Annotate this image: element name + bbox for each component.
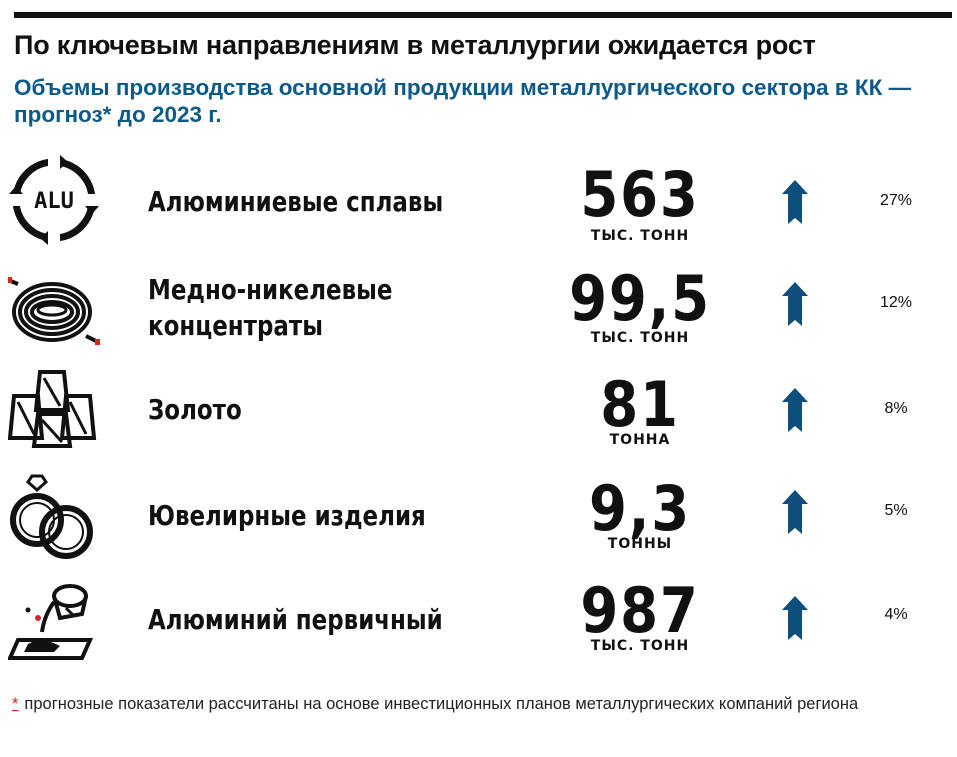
svg-text:ALU: ALU [34,189,74,214]
growth-arrow-icon [782,388,808,432]
ladle-pouring-icon [8,584,94,660]
rings-icon [10,474,93,559]
row-label: Золото [148,393,242,426]
row-value: 9,3 [589,472,691,545]
row-value: 99,5 [569,262,711,335]
row-label: Алюминиевые сплавы [148,185,444,218]
chart-subtitle: Объемы производства основной продукции м… [14,75,912,127]
growth-arrow-icon [782,282,808,326]
growth-percent: 4% [884,606,908,623]
table-row: Ювелирные изделия 9,3 ТОННЫ 5% [0,468,957,572]
row-unit: ТОННЫ [607,536,673,552]
row-unit: ТОННА [609,432,671,448]
row-value: 563 [580,158,700,231]
row-label: Ювелирные изделия [148,499,426,532]
growth-percent: 12% [879,294,913,311]
table-row: ALU Алюминиевые сплавы 563 ТЫС. ТОНН 27% [0,152,957,256]
top-rule [14,12,952,18]
row-label-line1: Медно-никелевые концентраты [148,272,394,344]
cable-coil-icon [8,277,100,345]
row-unit: ТЫС. ТОНН [590,330,690,346]
row-value: 81 [600,368,680,441]
growth-arrow-icon [782,596,808,640]
aluminum-recycling-icon: ALU [9,155,99,245]
footnote: * прогнозные показатели рассчитаны на осн… [12,693,952,716]
row-label: Медно-никелевые концентраты [148,273,393,342]
gold-bars-icon [8,370,97,448]
growth-arrow-icon [782,490,808,534]
growth-arrow-icon [782,180,808,224]
growth-percent: 27% [879,192,913,209]
growth-percent: 8% [884,400,908,417]
row-label: Алюминий первичный [148,603,443,636]
row-unit: ТЫС. ТОНН [590,638,690,654]
table-row: Алюминий первичный 987 ТЫС. ТОНН 4% [0,572,957,676]
table-row: Медно-никелевые концентраты 99,5 ТЫС. ТО… [0,256,957,360]
row-value: 987 [580,574,700,647]
footnote-marker: * [12,695,19,713]
footnote-text: прогнозные показатели рассчитаны на осно… [24,695,859,713]
growth-percent: 5% [884,502,908,519]
chart-title: По ключевым направлениям в металлургии о… [14,30,816,60]
row-unit: ТЫС. ТОНН [590,228,690,244]
table-row: Золото 81 ТОННА 8% [0,364,957,468]
